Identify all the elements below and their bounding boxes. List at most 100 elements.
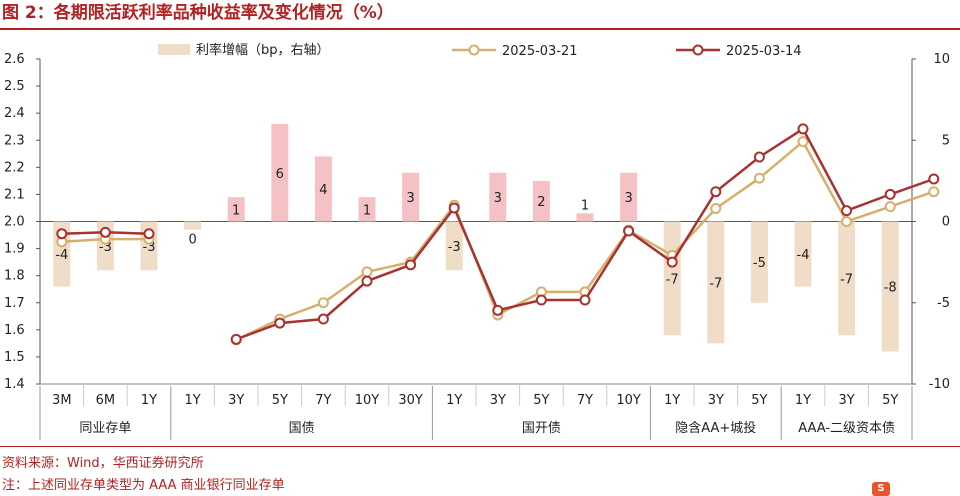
bar-value-label: 2 [537, 195, 545, 210]
bar-value-label: 0 [188, 233, 196, 248]
bar-value-label: 6 [276, 167, 284, 182]
bar-value-label: 3 [406, 191, 414, 206]
bar [358, 197, 376, 222]
right-tick-label: 0 [942, 215, 950, 230]
bar [402, 172, 420, 222]
x-tick-label: 10Y [355, 393, 380, 408]
series-point [841, 216, 853, 227]
bar-value-label: 1 [232, 203, 240, 218]
series-point [797, 136, 809, 148]
left-tick-label: 2.1 [4, 187, 25, 202]
series-point [710, 186, 722, 198]
series-point [361, 275, 373, 287]
title-rule [0, 28, 960, 30]
bar-value-label: -4 [797, 248, 810, 263]
x-tick-label: 1Y [141, 393, 157, 408]
bar [750, 221, 768, 303]
series-point [884, 188, 896, 200]
bar-value-label: 1 [581, 198, 589, 213]
x-tick-label: 3Y [490, 393, 506, 408]
series-point [841, 205, 853, 217]
bar-value-label: -7 [840, 272, 853, 287]
right-tick-label: -10 [929, 377, 950, 392]
bar [794, 221, 812, 287]
x-tick-label: 1Y [795, 393, 811, 408]
bar [489, 172, 507, 222]
x-tick-label: 5Y [882, 393, 898, 408]
x-tick-label: 3M [52, 393, 72, 408]
left-tick-label: 2.5 [4, 79, 25, 94]
bar [838, 221, 856, 336]
bar-value-label: 3 [624, 191, 632, 206]
x-tick-label: 1Y [446, 393, 462, 408]
left-tick-label: 2.3 [4, 133, 25, 148]
legend-label: 2025-03-14 [726, 44, 802, 59]
bar-value-label: -3 [99, 240, 112, 255]
bar [532, 180, 550, 222]
series-point [710, 203, 722, 214]
group-label: AAA-二级资本债 [798, 421, 895, 436]
footnote: 注：上述同业存单类型为 AAA 商业银行同业存单 [2, 478, 285, 493]
left-tick-label: 2.4 [4, 106, 25, 121]
group-label: 同业存单 [79, 421, 131, 436]
series-point [143, 228, 155, 240]
series-point [884, 201, 896, 213]
bar [271, 124, 289, 222]
bar [184, 221, 202, 230]
left-tick-label: 1.4 [4, 377, 25, 392]
series-point [405, 259, 417, 271]
series-point [317, 313, 329, 325]
bar-value-label: 1 [363, 203, 371, 218]
bar-value-label: -7 [666, 272, 679, 287]
left-tick-label: 1.7 [4, 296, 25, 311]
bar-value-label: -7 [709, 276, 722, 291]
x-tick-label: 5Y [533, 393, 549, 408]
series-point [797, 123, 809, 135]
series-point [579, 294, 591, 306]
legend-label: 利率增幅（bp，右轴） [196, 42, 330, 58]
x-tick-label: 10Y [616, 393, 641, 408]
chart-title: 图 2：各期限活跃利率品种收益率及变化情况（%） [2, 3, 394, 23]
bar-value-label: 4 [319, 183, 327, 198]
x-tick-label: 3Y [228, 393, 244, 408]
bar-value-label: -8 [884, 281, 897, 296]
series-point [928, 186, 940, 198]
group-label: 隐含AA+城投 [675, 420, 756, 436]
right-tick-label: 5 [942, 133, 950, 148]
series-point [99, 226, 111, 238]
bar [707, 221, 725, 344]
corner-logo: S [872, 482, 960, 496]
series-point [535, 294, 547, 306]
series-point [361, 266, 373, 278]
bar [620, 172, 638, 222]
bottom-rule [0, 446, 960, 447]
bar-value-label: -3 [448, 240, 461, 255]
series-point [753, 151, 765, 163]
x-tick-label: 5Y [272, 393, 288, 408]
bar [227, 197, 245, 222]
x-tick-label: 3Y [708, 393, 724, 408]
series-line [235, 127, 935, 341]
series-point [317, 297, 329, 309]
bar-value-label: -5 [753, 256, 766, 271]
group-label: 国债 [289, 421, 315, 436]
group-label: 国开债 [522, 421, 561, 436]
legend-swatch-bar [158, 44, 190, 55]
legend-swatch-marker [692, 44, 704, 56]
left-tick-label: 2.0 [4, 215, 25, 230]
x-tick-label: 1Y [664, 393, 680, 408]
series-line [235, 139, 935, 342]
bar [53, 221, 71, 287]
series-point [448, 202, 460, 214]
bar [314, 156, 332, 222]
legend-swatch-marker [468, 44, 480, 56]
left-tick-label: 1.5 [4, 350, 25, 365]
series-point [230, 333, 242, 345]
series-point [492, 304, 504, 316]
series-point [623, 225, 635, 237]
chart: 1.4 1.5 1.6 1.7 1.8 1.9 2.0 2.1 2.2 2.3 2.4 2.5 2.6 -… [4, 42, 950, 440]
right-tick-label: 10 [933, 52, 950, 67]
series-point [56, 228, 68, 240]
logo-icon: S [872, 482, 890, 496]
bar [576, 213, 594, 222]
